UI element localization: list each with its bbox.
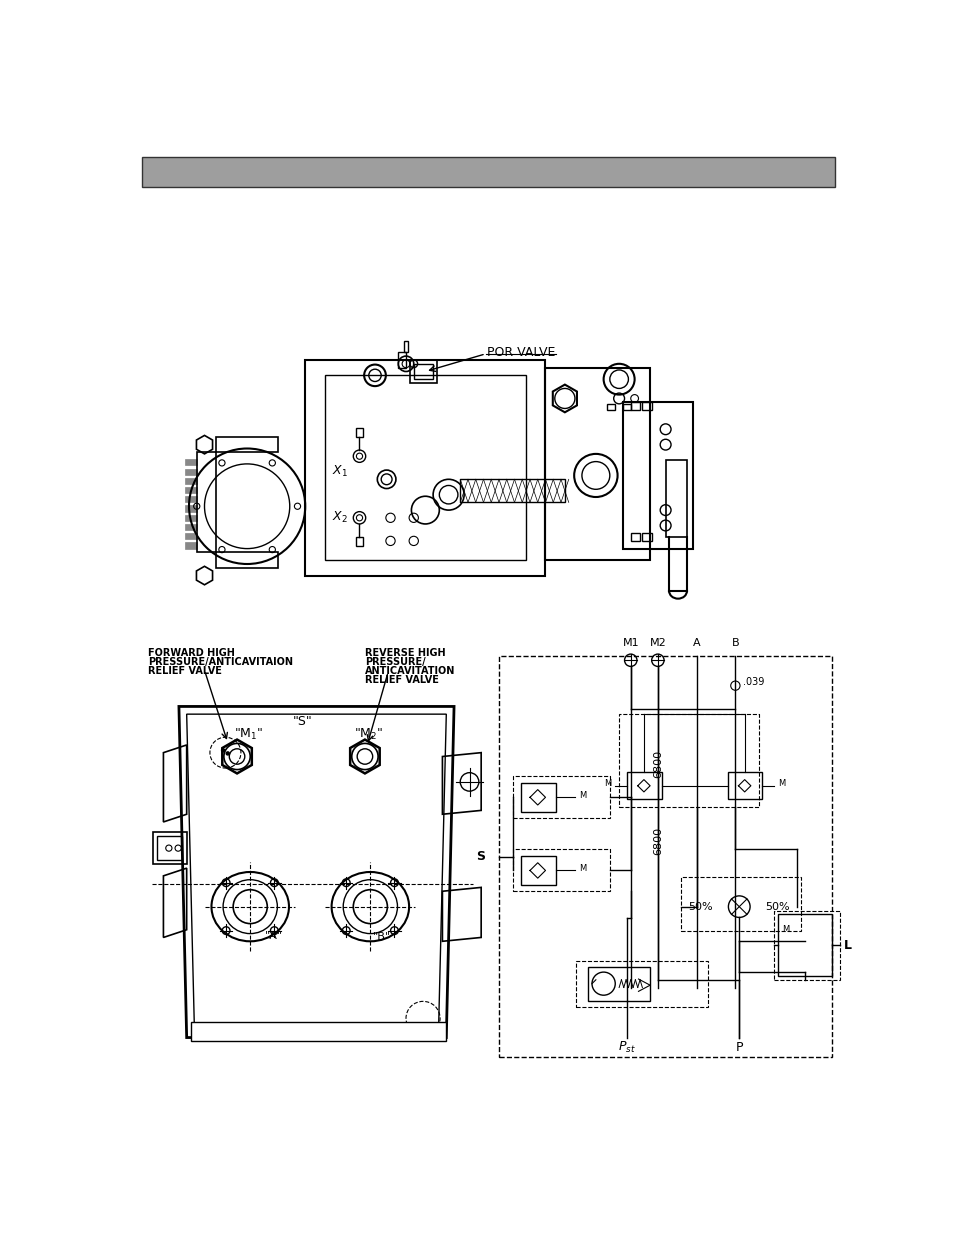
Text: 50%: 50% (765, 902, 789, 911)
Text: M2: M2 (649, 637, 665, 647)
Text: 6800: 6800 (652, 827, 662, 856)
Text: RELIEF VALVE: RELIEF VALVE (148, 666, 221, 676)
Bar (665, 461, 686, 537)
Bar (630, 534, 639, 541)
Bar (355, 427, 363, 437)
Bar (185, 524, 196, 530)
Text: ANTICAVITATION: ANTICAVITATION (365, 666, 455, 676)
Bar (185, 542, 196, 548)
Text: PRESSURE/ANTICAVITAION: PRESSURE/ANTICAVITAION (148, 657, 293, 667)
Bar (185, 478, 196, 484)
Bar (185, 505, 196, 511)
Bar (216, 552, 278, 568)
Text: "A": "A" (264, 931, 282, 941)
Bar (622, 404, 630, 410)
Text: "S": "S" (293, 715, 313, 729)
Text: 50%: 50% (687, 902, 712, 911)
Bar (410, 359, 436, 383)
Text: M: M (603, 779, 611, 788)
Bar (185, 534, 196, 540)
Circle shape (226, 752, 229, 755)
Bar (153, 832, 187, 864)
Bar (680, 877, 801, 931)
Bar (355, 537, 363, 546)
Bar (513, 848, 609, 892)
Bar (513, 776, 609, 818)
Bar (185, 496, 196, 503)
Bar (185, 468, 196, 474)
Bar (607, 404, 615, 410)
Bar (545, 368, 649, 561)
Bar (157, 836, 182, 861)
Bar (191, 1023, 446, 1041)
Text: M1: M1 (621, 637, 639, 647)
Text: .039: .039 (742, 677, 763, 687)
Text: "M$_1$": "M$_1$" (233, 727, 263, 742)
Circle shape (221, 748, 224, 752)
Text: B: B (731, 637, 739, 647)
Bar (414, 364, 433, 379)
Text: POR VALVE: POR VALVE (487, 346, 556, 358)
Bar (576, 961, 707, 1007)
Bar (196, 452, 216, 552)
Bar (403, 341, 408, 352)
Bar (185, 459, 196, 466)
Text: M: M (578, 790, 585, 799)
Bar (216, 437, 278, 452)
Bar (459, 479, 564, 503)
Text: P: P (735, 1041, 742, 1053)
Bar (185, 487, 196, 493)
Bar (773, 910, 840, 979)
Bar (778, 914, 831, 976)
Bar (641, 403, 651, 410)
Bar (520, 783, 555, 811)
Bar (305, 359, 545, 576)
Text: $P_{st}$: $P_{st}$ (618, 1040, 635, 1055)
Text: 6800: 6800 (652, 750, 662, 778)
Text: PRESSURE/: PRESSURE/ (365, 657, 425, 667)
Bar (587, 967, 649, 1000)
Text: REVERSE HIGH: REVERSE HIGH (365, 647, 445, 657)
Text: M: M (781, 925, 788, 934)
Text: A: A (692, 637, 700, 647)
Text: $X_2$: $X_2$ (332, 510, 348, 525)
Bar (498, 656, 831, 1057)
Bar (618, 714, 758, 806)
Text: "B": "B" (373, 932, 391, 942)
Text: M: M (778, 779, 784, 788)
Bar (185, 515, 196, 521)
Text: "M$_2$": "M$_2$" (354, 727, 383, 742)
Bar (520, 856, 555, 885)
Text: $X_1$: $X_1$ (332, 464, 348, 479)
Bar (630, 403, 639, 410)
Text: FORWARD HIGH: FORWARD HIGH (148, 647, 234, 657)
Bar (727, 772, 761, 799)
Bar (324, 375, 525, 561)
Bar (641, 534, 651, 541)
Bar (397, 352, 406, 368)
Text: M: M (578, 863, 585, 873)
Bar (142, 157, 834, 186)
Text: RELIEF VALVE: RELIEF VALVE (365, 676, 438, 685)
Bar (622, 403, 692, 548)
Bar (626, 772, 661, 799)
Text: S: S (476, 850, 484, 863)
Text: L: L (843, 939, 851, 952)
